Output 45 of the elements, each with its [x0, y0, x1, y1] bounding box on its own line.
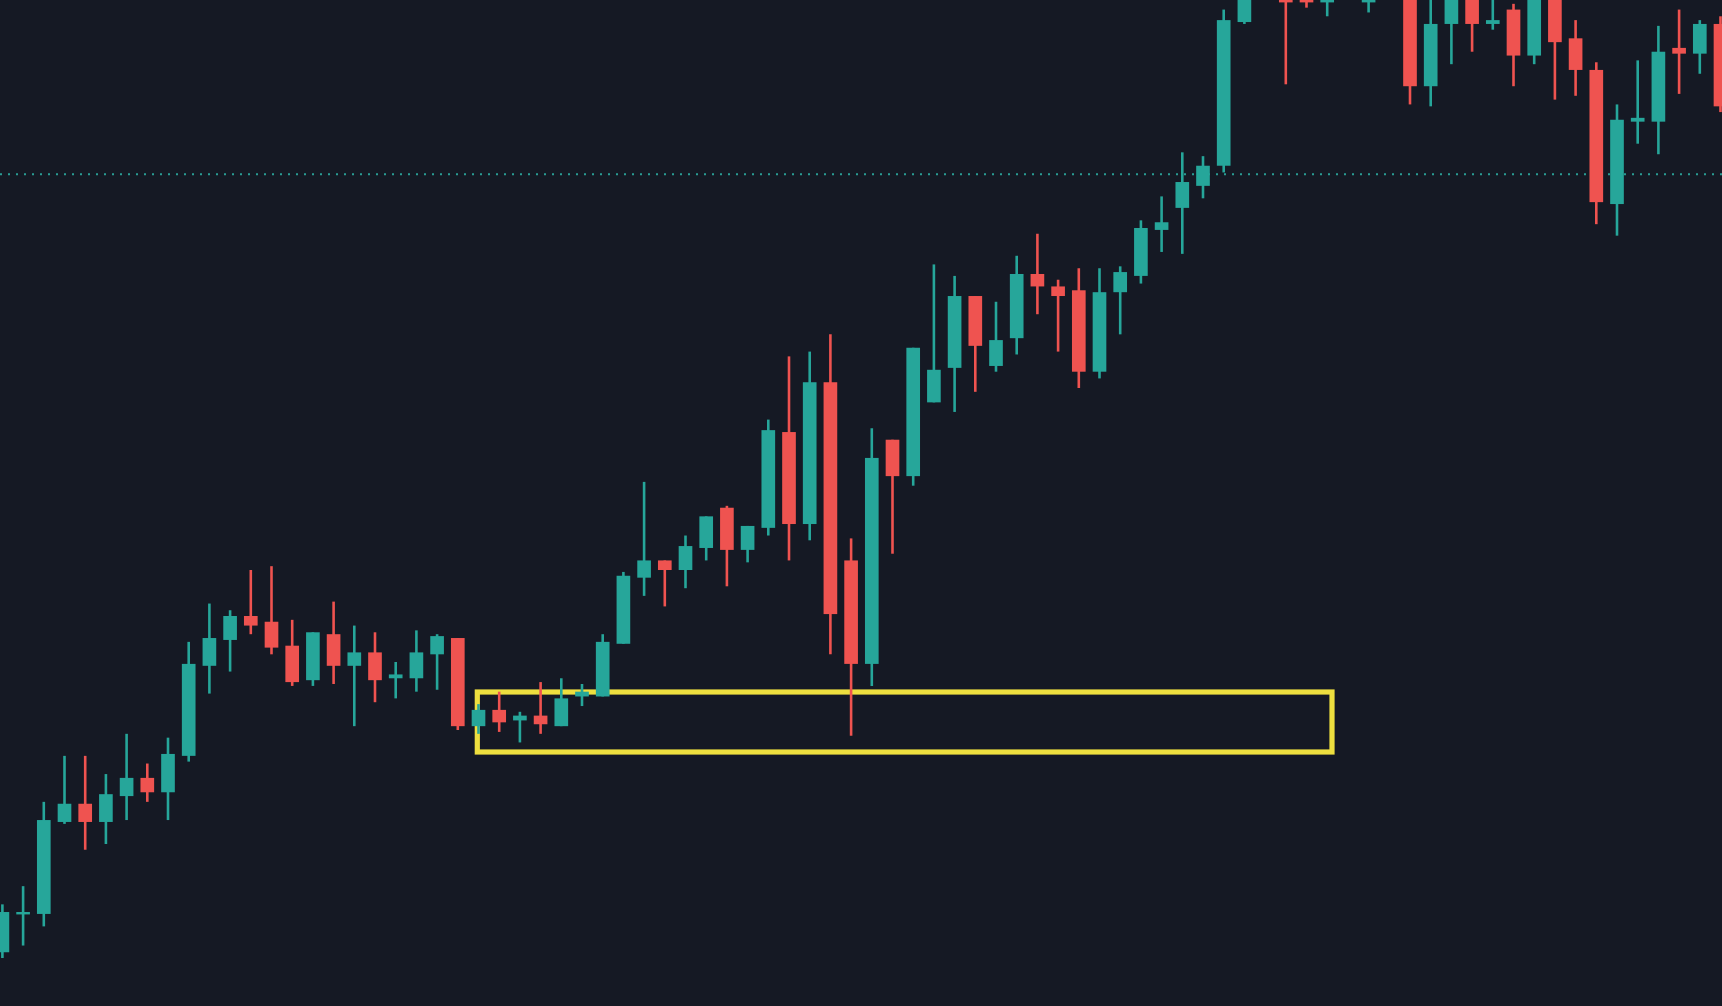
candlestick [409, 629, 424, 693]
candlestick [1134, 219, 1148, 285]
candlestick [1444, 0, 1459, 66]
candlestick [678, 534, 693, 590]
candlestick [264, 564, 279, 656]
candlestick [657, 559, 672, 608]
candlestick [720, 504, 734, 588]
candlestick [285, 618, 300, 688]
candlestick [1568, 18, 1583, 98]
candlestick [57, 754, 72, 826]
candlestick [1630, 59, 1645, 145]
candlestick [1548, 0, 1562, 101]
candlestick [78, 754, 93, 852]
candlestick [927, 263, 941, 404]
candlestick [492, 690, 507, 734]
candlestick [471, 702, 486, 736]
candlestick [1506, 2, 1521, 88]
candlestick [388, 660, 403, 700]
candlestick [223, 608, 237, 673]
candlestick [140, 762, 155, 804]
candlestick [1465, 0, 1479, 54]
candlestick [1672, 8, 1686, 96]
candlestick [1485, 0, 1500, 31]
candlestick [1051, 278, 1065, 353]
candlestick [637, 480, 651, 598]
candlestick [430, 632, 444, 692]
candlestick [1237, 0, 1252, 26]
candlestick [99, 772, 113, 846]
candlestick [554, 676, 569, 728]
candlestick [885, 438, 900, 556]
candlestick [989, 300, 1003, 373]
candlestick [202, 602, 217, 695]
candlestick [1030, 232, 1045, 316]
candlestick [326, 600, 341, 686]
candlestick [306, 630, 320, 688]
candlestick [699, 515, 714, 562]
candlestick [740, 524, 755, 564]
candlestick [368, 630, 382, 704]
candlestick [347, 624, 362, 728]
candlestick [161, 736, 175, 822]
candlestick [1113, 265, 1128, 336]
candlestick [1692, 18, 1707, 76]
candlestick [1154, 195, 1169, 254]
candlestick [243, 568, 258, 636]
candlestick [119, 732, 134, 822]
